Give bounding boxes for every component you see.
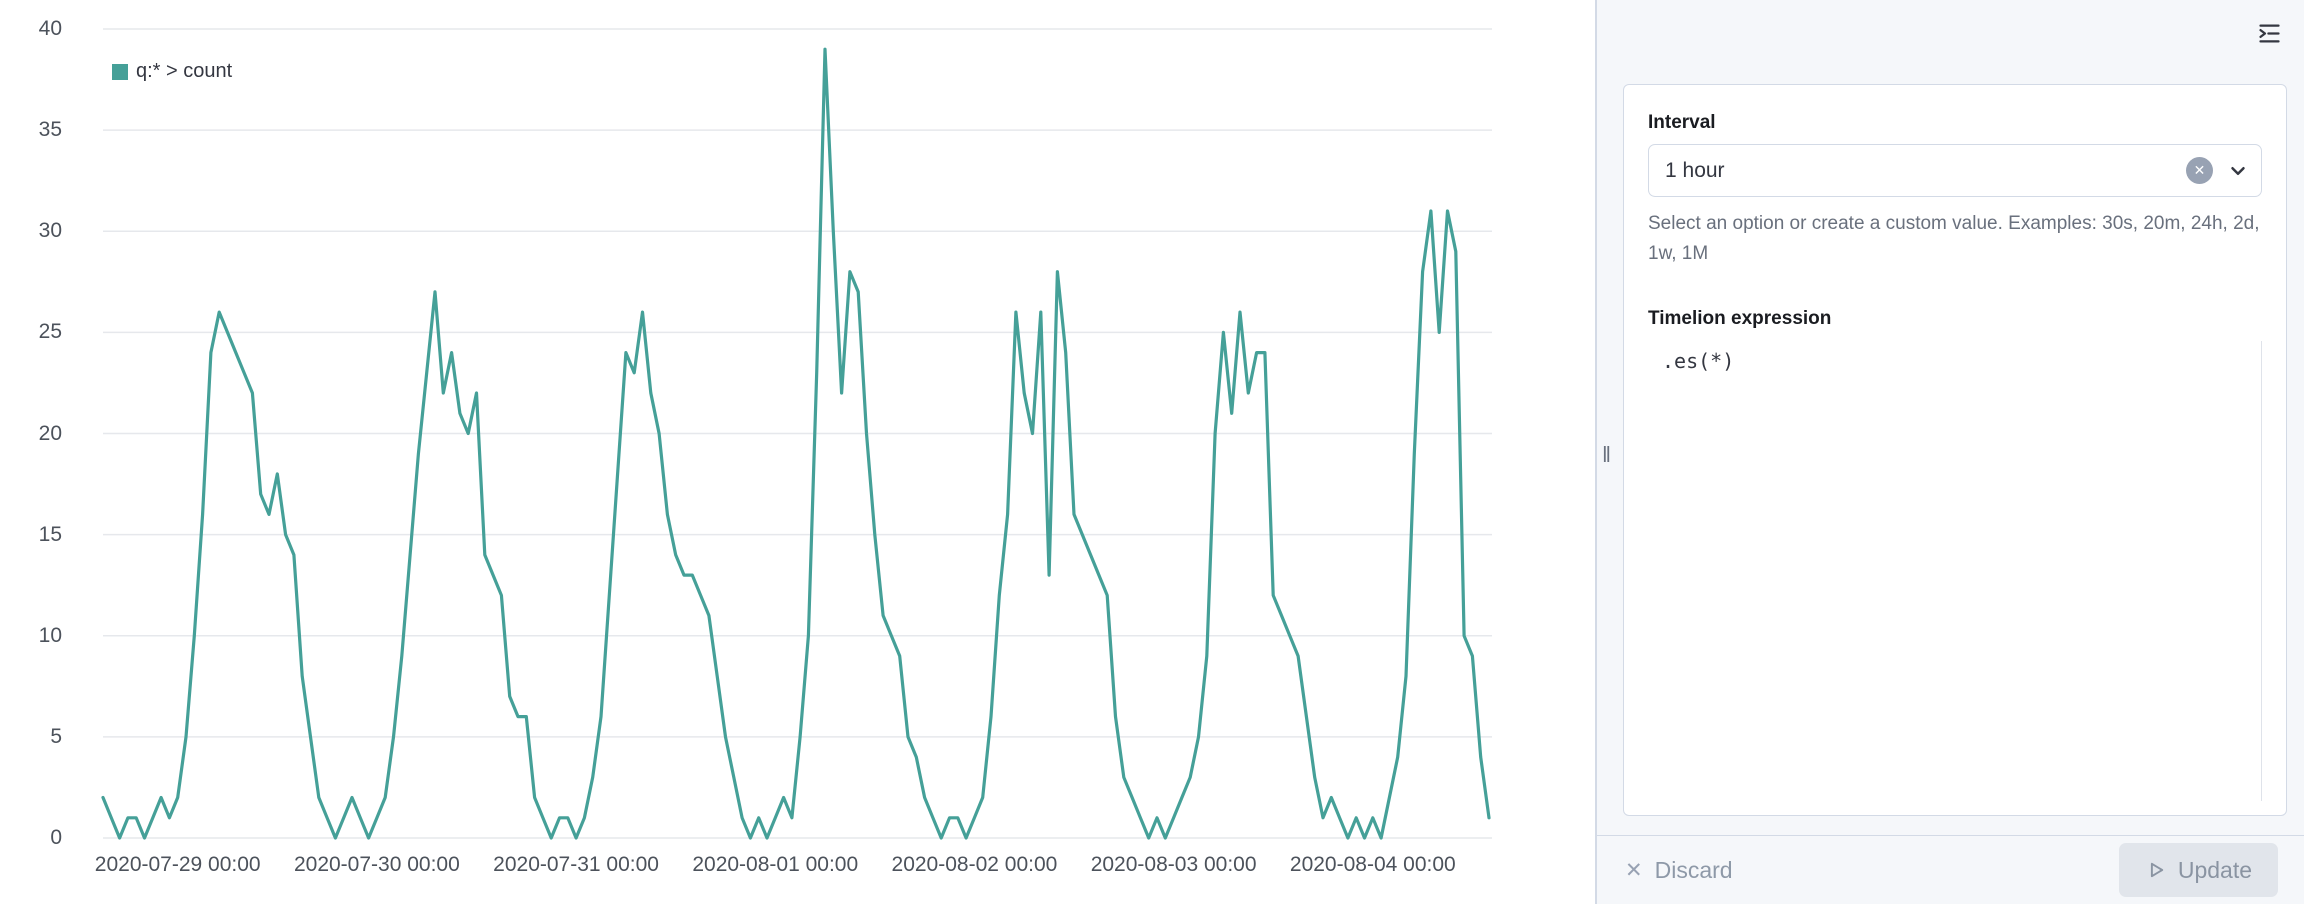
menu-open-icon bbox=[2258, 24, 2280, 42]
close-icon: ✕ bbox=[1625, 858, 1643, 882]
update-label: Update bbox=[2177, 856, 2252, 883]
x-tick-label: 2020-08-04 00:00 bbox=[1289, 853, 1456, 876]
menu-open-button[interactable] bbox=[2248, 12, 2290, 54]
play-icon bbox=[2150, 862, 2163, 878]
timelion-chart: 0 5 10 15 20 25 30 35 40 2020-07-29 00:00 2020-07… bbox=[38, 17, 1492, 876]
panel-resize-handle[interactable]: ‖ bbox=[1602, 442, 1612, 467]
interval-label: Interval bbox=[1648, 112, 1716, 133]
discard-label: Discard bbox=[1654, 856, 1733, 883]
update-button[interactable]: Update bbox=[2118, 843, 2278, 897]
interval-combobox[interactable]: 1 hour ✕ bbox=[1648, 144, 2262, 197]
series-line bbox=[101, 47, 1491, 840]
interval-help-text: Select an option or create a custom valu… bbox=[1648, 213, 2260, 264]
y-tick-label: 30 bbox=[38, 219, 62, 243]
y-tick-label: 0 bbox=[50, 826, 62, 849]
timelion-options-flyout: ‖ Interval 1 hour ✕ Select an option or … bbox=[1595, 0, 2304, 904]
x-tick-label: 2020-08-01 00:00 bbox=[692, 853, 859, 876]
x-tick-label: 2020-08-03 00:00 bbox=[1090, 853, 1257, 876]
chevron-down-icon[interactable] bbox=[2227, 160, 2249, 182]
editor-scrollbar[interactable] bbox=[2261, 341, 2262, 801]
interval-value: 1 hour bbox=[1665, 158, 1725, 182]
y-tick-label: 20 bbox=[38, 421, 62, 445]
x-tick-label: 2020-07-30 00:00 bbox=[293, 853, 460, 876]
clear-interval-icon[interactable]: ✕ bbox=[2186, 157, 2213, 184]
y-tick-label: 35 bbox=[38, 118, 62, 142]
flyout-footer: ✕ Discard Update bbox=[1597, 835, 2304, 904]
x-tick-label: 2020-07-29 00:00 bbox=[94, 853, 261, 876]
expression-editor[interactable]: .es(*) bbox=[1648, 341, 2262, 803]
y-tick-label: 10 bbox=[38, 623, 62, 647]
y-tick-label: 15 bbox=[38, 522, 62, 546]
discard-button[interactable]: ✕ Discard bbox=[1625, 857, 1733, 884]
expression-label: Timelion expression bbox=[1648, 308, 1832, 329]
x-tick-label: 2020-08-02 00:00 bbox=[891, 853, 1058, 876]
y-tick-label: 25 bbox=[38, 320, 62, 344]
chart-canvas bbox=[101, 28, 1492, 840]
x-tick-label: 2020-07-31 00:00 bbox=[493, 853, 659, 876]
options-card: Interval 1 hour ✕ Select an option or cr… bbox=[1623, 84, 2287, 816]
y-tick-label: 5 bbox=[50, 724, 62, 748]
y-tick-label: 40 bbox=[38, 17, 62, 40]
legend-label: q:* > count bbox=[136, 60, 233, 82]
legend-swatch-icon bbox=[112, 63, 128, 80]
chart-legend[interactable]: q:* > count bbox=[112, 60, 232, 83]
expression-code: .es(*) bbox=[1662, 349, 1735, 373]
